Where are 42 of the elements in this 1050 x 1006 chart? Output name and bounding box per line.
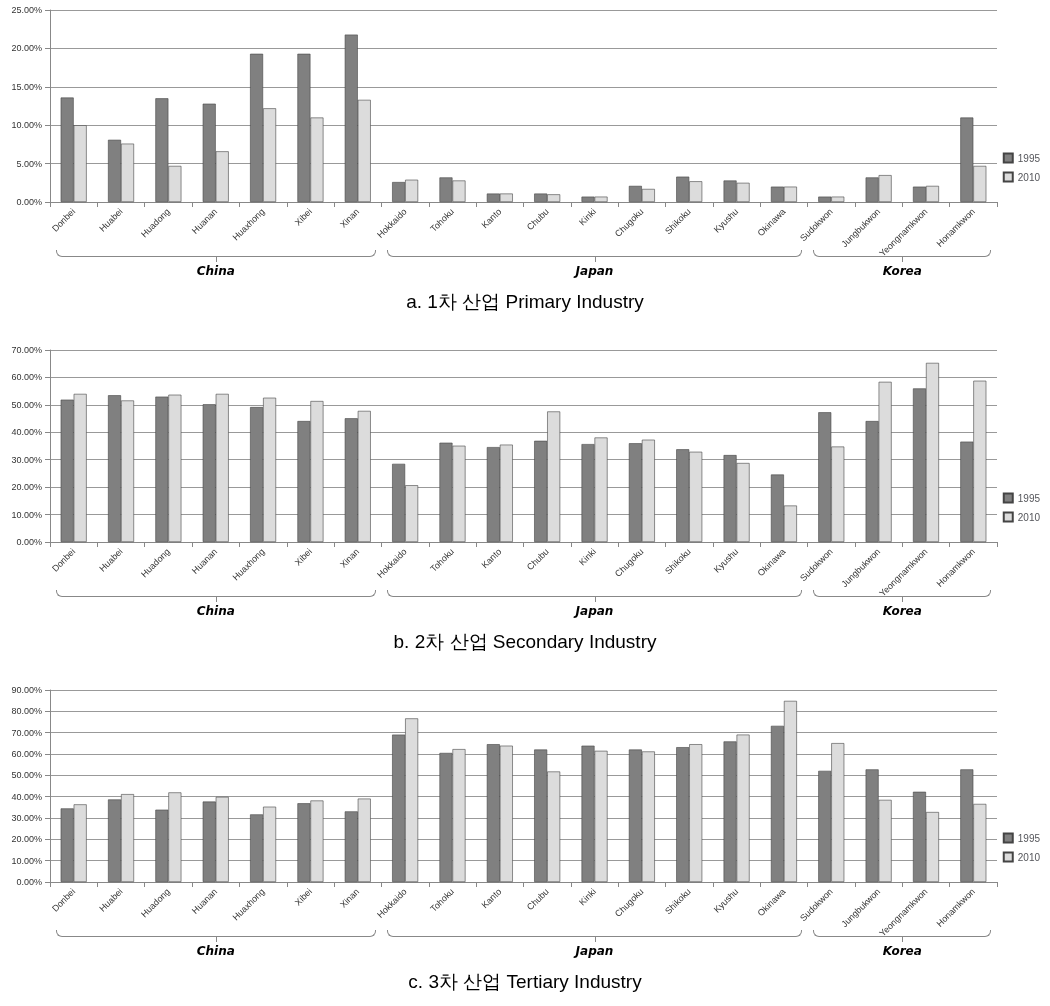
y-tick-label: 90.00% <box>11 685 42 695</box>
legend-label: 2010 <box>1017 511 1041 523</box>
text: Japan <box>575 944 614 958</box>
y-tick-label: 0.00% <box>16 537 42 547</box>
text: China <box>196 944 235 958</box>
y-tick-label: 10.00% <box>11 120 42 131</box>
y-tick-label: 20.00% <box>11 43 42 54</box>
y-tick-label: 20.00% <box>11 834 42 845</box>
y-tick-label: 60.00% <box>11 749 42 759</box>
y-tick-label: 70.00% <box>11 727 42 738</box>
text: China <box>196 604 235 618</box>
text: Korea <box>882 264 922 278</box>
legend-label: 1995 <box>1017 152 1041 164</box>
legend-label: 2010 <box>1017 171 1041 183</box>
y-tick-label: 70.00% <box>11 345 42 355</box>
y-tick-label: 50.00% <box>11 399 42 410</box>
y-tick-label: 50.00% <box>11 770 42 781</box>
y-tick-label: 30.00% <box>11 813 42 823</box>
y-tick-label: 0.00% <box>16 877 42 887</box>
y-tick-label: 80.00% <box>11 706 42 717</box>
y-tick-label: 25.00% <box>11 5 42 15</box>
y-tick-label: 20.00% <box>11 482 42 493</box>
y-tick-label: 15.00% <box>11 81 42 92</box>
text: a. 1차 산업 Primary Industry <box>406 291 645 312</box>
text: c. 3차 산업 Tertiary Industry <box>408 971 643 992</box>
y-tick-label: 5.00% <box>16 158 42 169</box>
legend-label: 2010 <box>1017 851 1041 863</box>
legend-label: 1995 <box>1017 832 1041 844</box>
text: Japan <box>575 264 614 278</box>
y-tick-label: 40.00% <box>11 791 42 802</box>
y-tick-label: 10.00% <box>11 509 42 520</box>
text: China <box>196 264 235 278</box>
y-tick-label: 30.00% <box>11 454 42 465</box>
y-tick-label: 60.00% <box>11 372 42 383</box>
text: Japan <box>575 604 614 618</box>
y-tick-label: 0.00% <box>16 197 42 207</box>
text: Korea <box>882 944 922 958</box>
text: Korea <box>882 604 922 618</box>
legend-label: 1995 <box>1017 492 1041 504</box>
y-tick-label: 10.00% <box>11 855 42 866</box>
y-tick-label: 40.00% <box>11 427 42 438</box>
text: b. 2차 산업 Secondary Industry <box>393 631 657 652</box>
